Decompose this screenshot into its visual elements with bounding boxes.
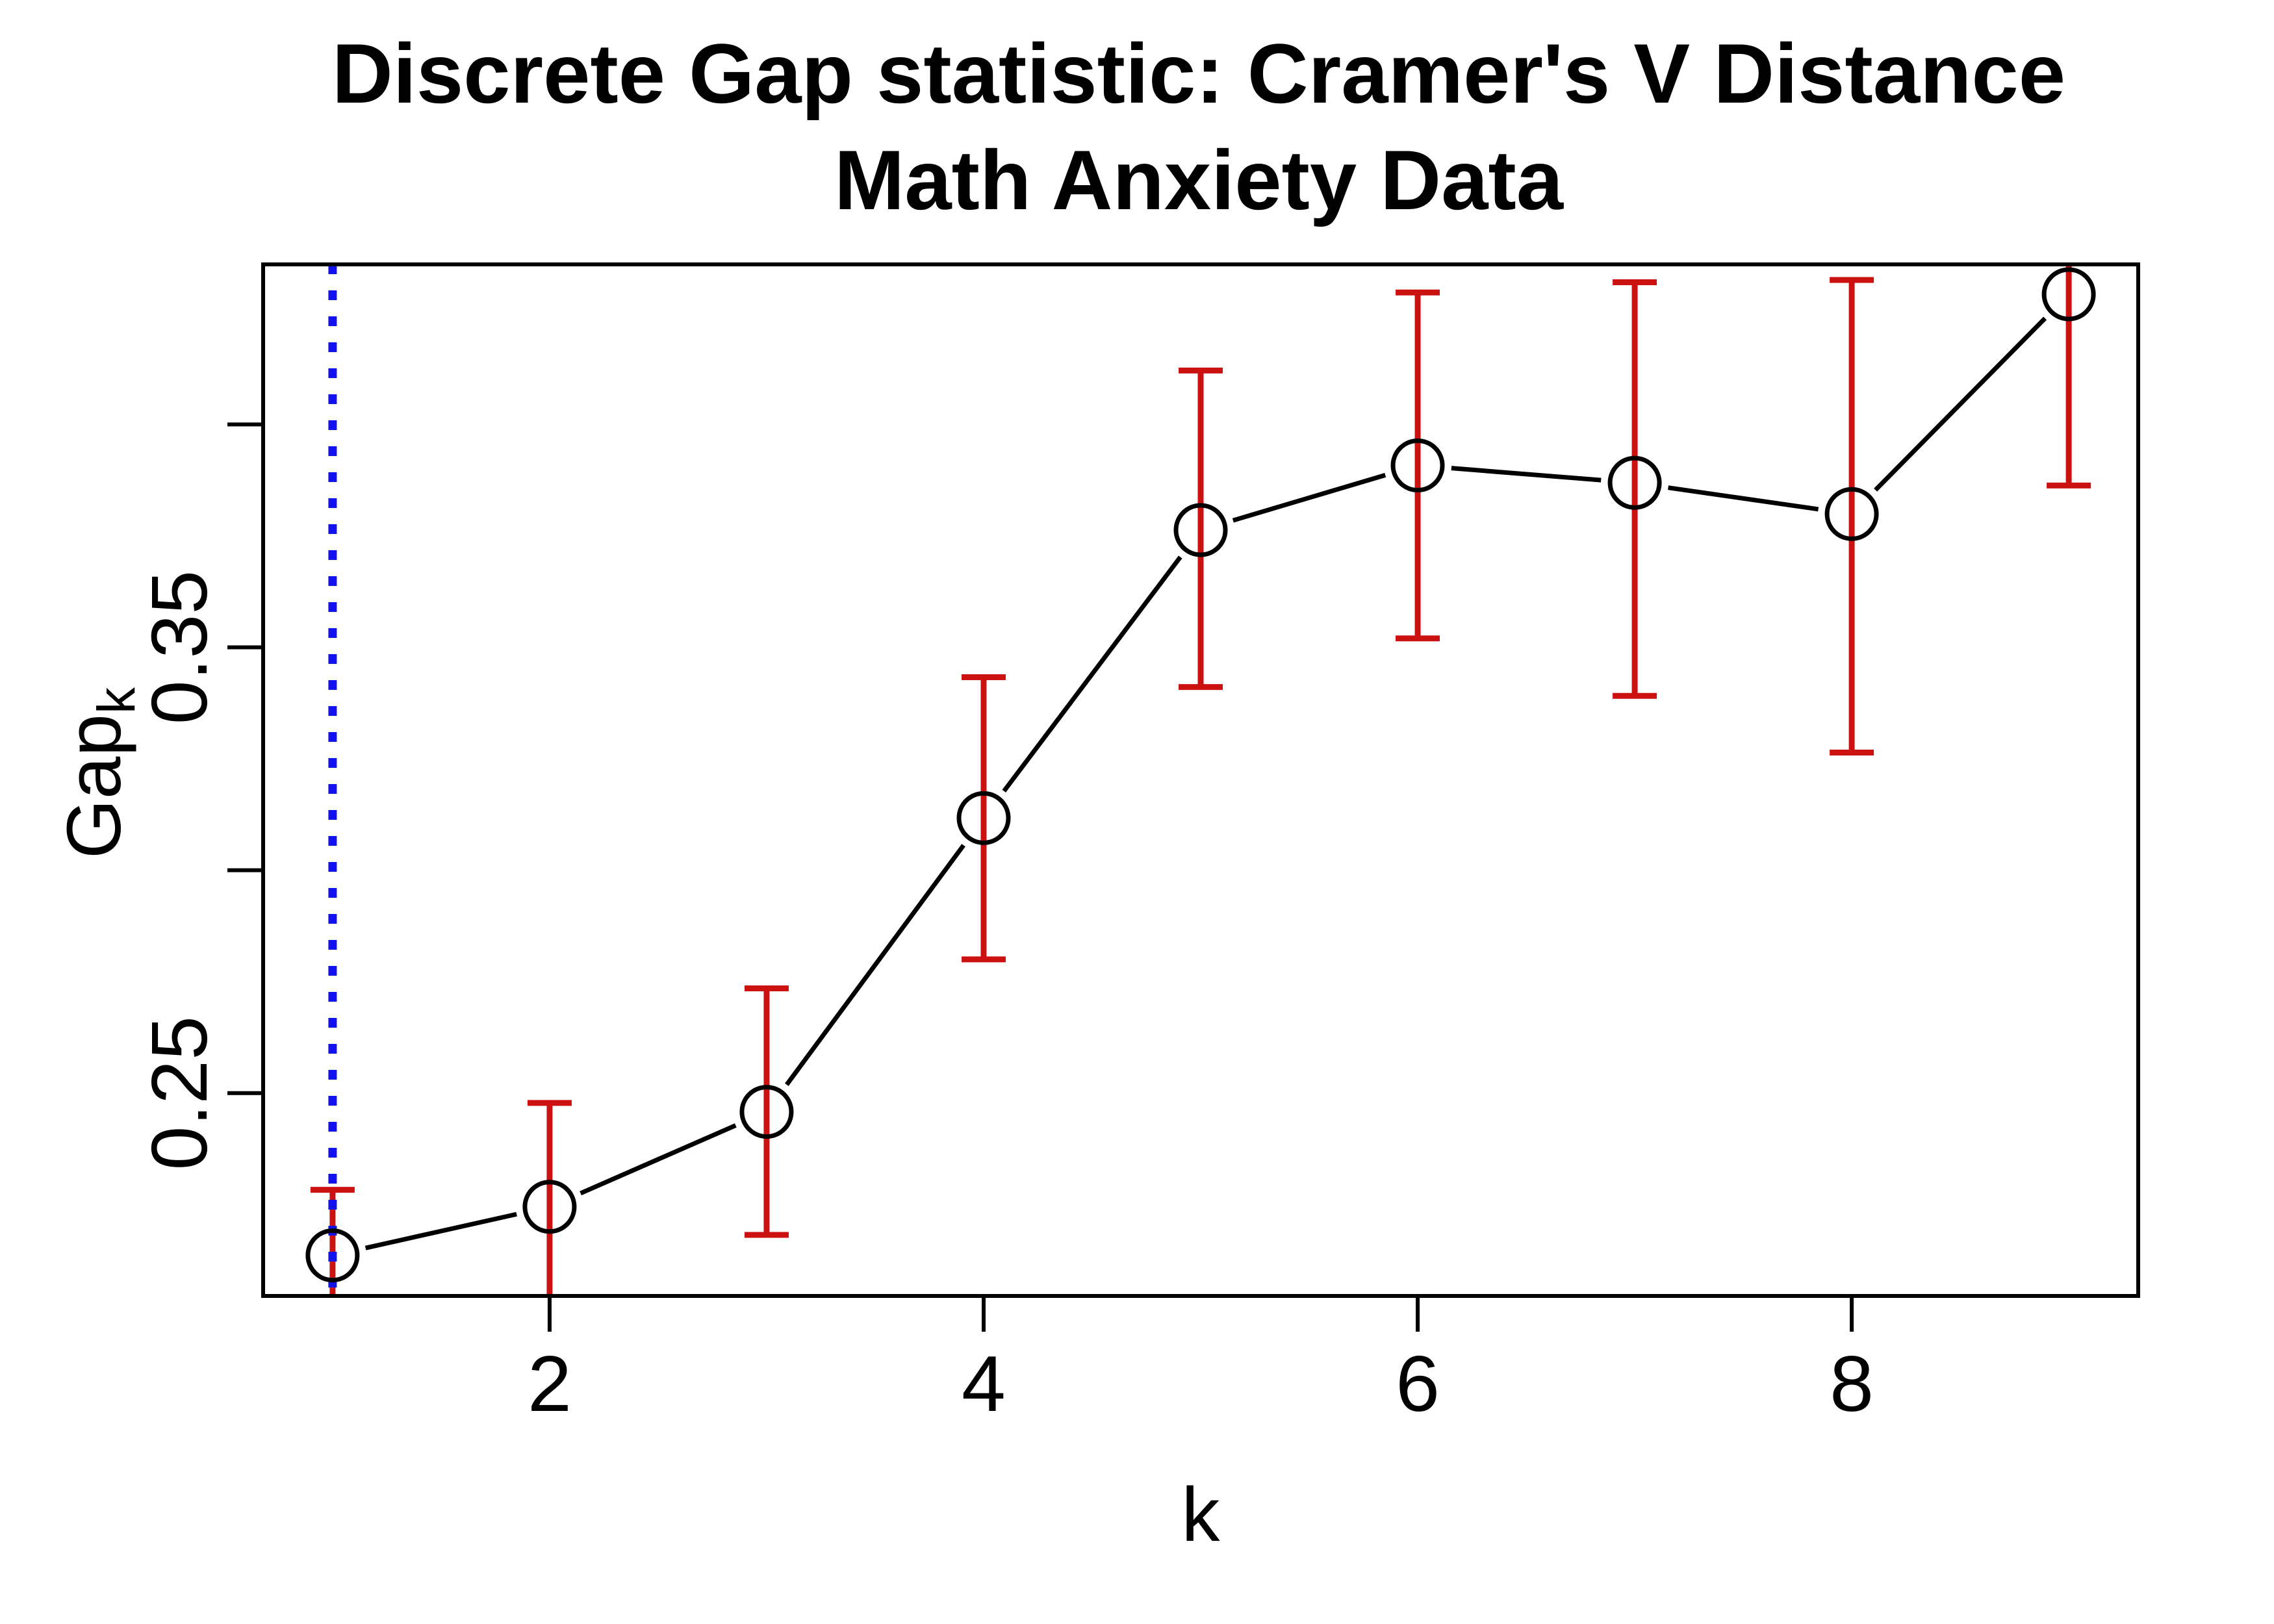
y-axis-label: Gapk: [51, 687, 146, 859]
data-series-layer: [305, 267, 2096, 1283]
x-tick-label-2: 2: [528, 1339, 572, 1428]
error-bar-k5: [1179, 367, 1223, 691]
series-segment-k2-k3: [580, 1123, 737, 1196]
error-bar-k2: [527, 1100, 572, 1296]
x-tick-label-4: 4: [962, 1339, 1006, 1428]
data-point-k2: [522, 1180, 577, 1234]
data-point-k1: [305, 1228, 360, 1283]
data-point-k9: [2041, 267, 2096, 322]
data-point-k7: [1607, 455, 1662, 510]
series-segment-k8-k9: [1874, 316, 2047, 492]
error-bars-layer: [310, 264, 2091, 1296]
y-tick-label-0.25: 0.25: [135, 1016, 224, 1170]
data-point-k3: [739, 1085, 794, 1139]
data-point-k4: [956, 791, 1011, 845]
error-bar-k9: [2047, 264, 2091, 488]
y-tick-label-0.35: 0.35: [135, 570, 224, 724]
error-bar-k6: [1396, 289, 1440, 642]
data-point-k5: [1173, 503, 1228, 557]
error-bar-k4: [961, 674, 1006, 963]
series-segment-k6-k7: [1451, 466, 1602, 483]
series-segment-k5-k6: [1232, 472, 1386, 523]
series-segment-k1-k2: [364, 1212, 517, 1250]
chart-title-line2: Math Anxiety Data: [834, 133, 1565, 227]
x-tick-label-6: 6: [1396, 1339, 1440, 1428]
x-axis-label: k: [1182, 1472, 1221, 1558]
axis-ticks: 2 4 6 8 0.25 0.35: [135, 422, 1874, 1428]
plot-box: [261, 262, 2140, 1298]
series-segment-k7-k8: [1668, 485, 1819, 512]
data-point-k6: [1390, 438, 1445, 493]
error-bar-k8: [1830, 277, 1874, 755]
data-point-k8: [1824, 487, 1879, 541]
error-bar-k3: [744, 985, 789, 1238]
series-segment-k4-k5: [1002, 555, 1182, 793]
error-bar-k7: [1613, 279, 1657, 699]
x-tick-label-8: 8: [1830, 1339, 1874, 1428]
chart-title-line1: Discrete Gap statistic: Cramer's V Dista…: [332, 26, 2065, 121]
series-segment-k3-k4: [785, 844, 965, 1086]
